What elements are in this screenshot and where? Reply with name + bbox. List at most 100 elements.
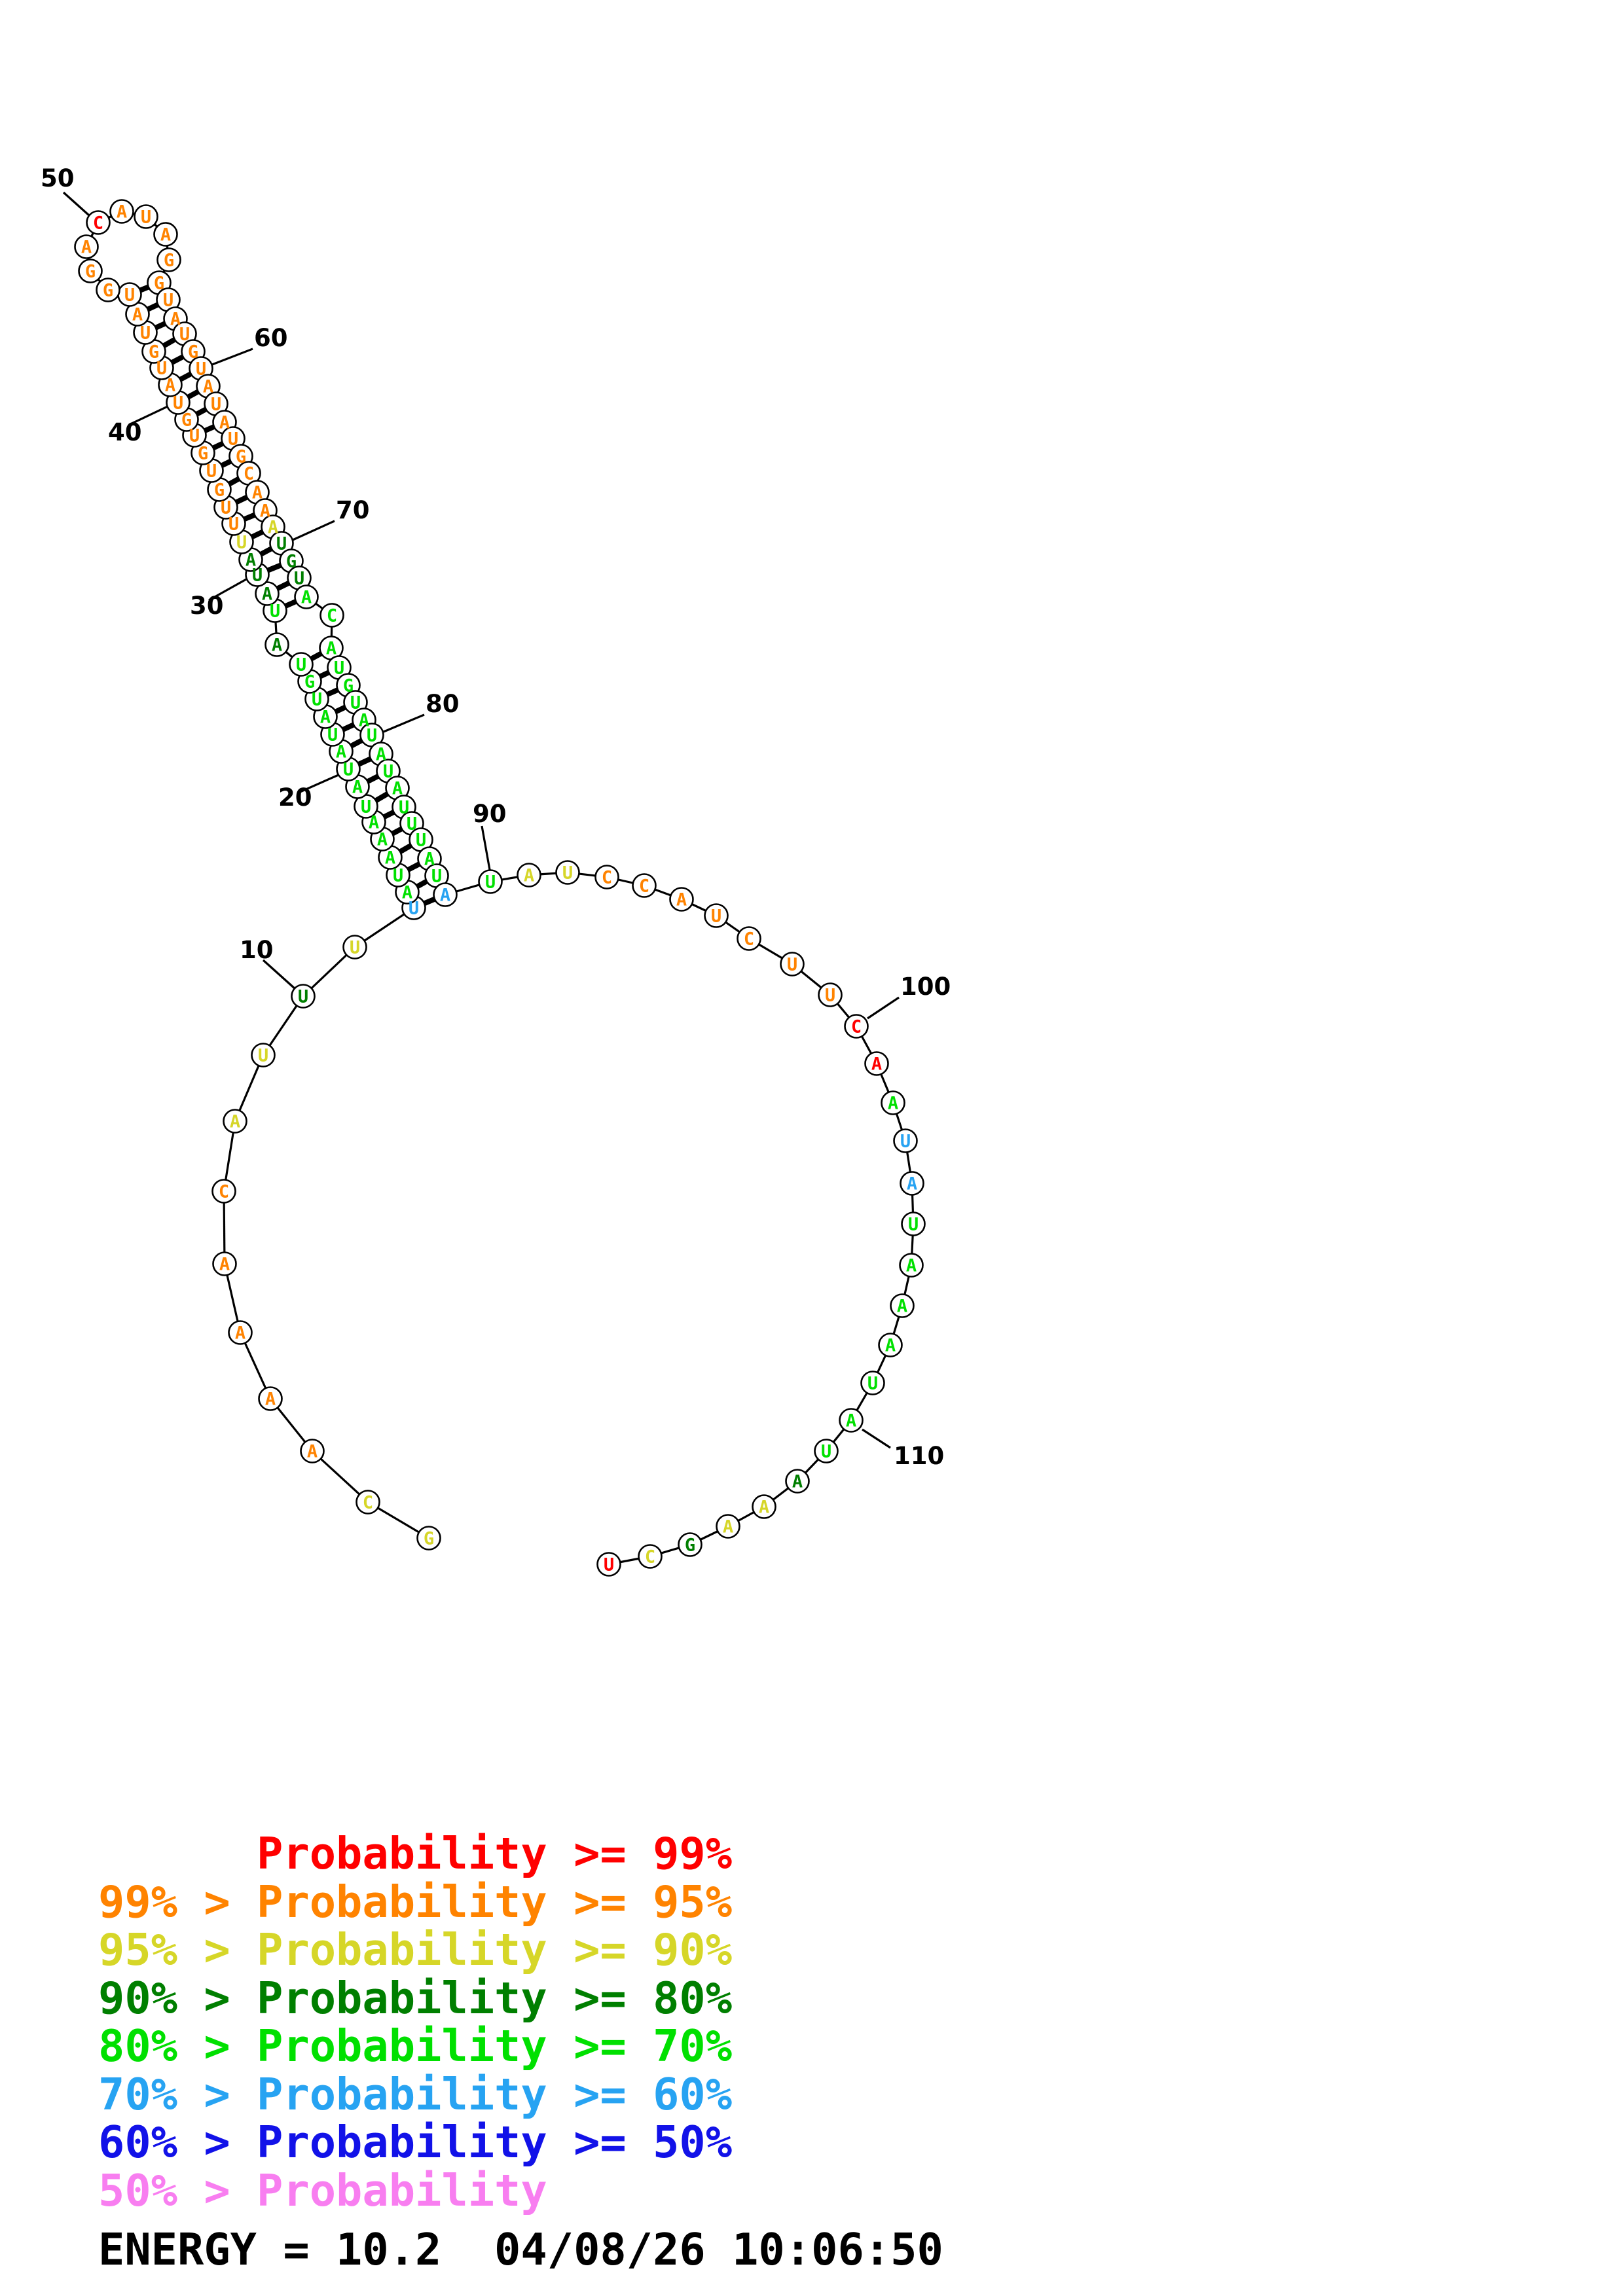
legend-item: 80% > Probability >= 70%: [98, 2020, 733, 2072]
nucleotide-117: [596, 1552, 621, 1577]
nucleotide-114: [716, 1514, 740, 1539]
legend: Probability >= 99% 99% > Probability >= 9…: [98, 1828, 733, 2215]
base-33-U: U: [228, 514, 239, 535]
legend-item: 90% > Probability >= 80%: [98, 1972, 733, 2024]
position-label-100: 100: [900, 973, 951, 1001]
nucleotide-107: [890, 1293, 915, 1318]
base-2-C: C: [363, 1493, 373, 1513]
nucleotide-11: [342, 935, 367, 960]
base-64-U: U: [228, 429, 238, 450]
base-23-A: A: [320, 708, 331, 728]
nucleotide-102: [881, 1090, 905, 1115]
base-82-U: U: [383, 762, 393, 782]
nucleotide-8: [223, 1109, 247, 1134]
nucleotide-6: [212, 1251, 237, 1276]
legend-item: 70% > Probability >= 60%: [98, 2068, 733, 2120]
base-22-U: U: [327, 725, 338, 745]
base-87-A: A: [424, 850, 435, 870]
base-45-A: A: [132, 305, 143, 325]
base-113-A: A: [759, 1498, 769, 1518]
position-label-30: 30: [190, 592, 224, 620]
base-78-U: U: [350, 693, 361, 713]
base-109-U: U: [867, 1374, 878, 1394]
base-52-U: U: [141, 207, 151, 228]
base-15-A: A: [385, 848, 395, 869]
nucleotide-10: [291, 984, 316, 1009]
base-20-U: U: [343, 760, 354, 780]
nucleotide-116: [638, 1544, 663, 1569]
base-89-A: A: [440, 886, 450, 906]
base-24-U: U: [312, 690, 322, 710]
base-104-A: A: [907, 1174, 917, 1194]
base-49-A: A: [81, 238, 92, 258]
legend-item: Probability >= 99%: [98, 1828, 733, 1879]
base-108-A: A: [885, 1336, 896, 1356]
nucleotide-99: [818, 982, 843, 1007]
base-3-A: A: [307, 1442, 318, 1462]
base-60-U: U: [196, 359, 206, 380]
nucleotide-104: [900, 1171, 924, 1196]
position-label-70: 70: [336, 496, 370, 524]
base-17-A: A: [369, 813, 379, 833]
nucleotide-103: [893, 1128, 918, 1153]
base-11-U: U: [350, 938, 360, 958]
nucleotide-92: [555, 860, 580, 885]
nucleotide-74: [319, 603, 344, 628]
nucleotide-100: [844, 1014, 869, 1039]
base-67-A: A: [252, 483, 263, 503]
base-29-A: A: [262, 584, 272, 605]
nucleotide-50: [86, 210, 111, 235]
base-110-A: A: [846, 1411, 856, 1431]
base-37-G: G: [198, 444, 208, 464]
base-68-A: A: [260, 501, 270, 522]
base-55-G: G: [154, 274, 164, 294]
nucleotide-110: [839, 1408, 864, 1433]
legend-item: 60% > Probability >= 50%: [98, 2117, 733, 2168]
base-14-U: U: [393, 866, 403, 886]
base-46-U: U: [124, 285, 135, 306]
position-label-110: 110: [894, 1442, 944, 1470]
nucleotide-115: [678, 1532, 702, 1557]
nucleotide-7: [211, 1179, 236, 1204]
base-94-C: C: [639, 876, 649, 897]
base-99-U: U: [825, 986, 835, 1006]
nucleotide-105: [901, 1211, 926, 1236]
base-79-A: A: [359, 711, 369, 731]
base-31-A: A: [246, 550, 256, 571]
base-30-U: U: [252, 565, 263, 586]
base-96-U: U: [711, 906, 721, 927]
nucleotide-94: [632, 873, 657, 898]
legend-item: 99% > Probability >= 95%: [98, 1876, 733, 1928]
nucleotide-111: [814, 1439, 839, 1463]
nucleotide-93: [594, 865, 619, 889]
base-28-U: U: [270, 601, 280, 622]
position-label-60: 60: [254, 324, 288, 352]
base-47-G: G: [103, 281, 113, 301]
base-18-U: U: [361, 797, 371, 817]
nucleotide-27: [264, 632, 289, 657]
base-112-A: A: [792, 1472, 803, 1492]
nucleotide-95: [669, 887, 694, 912]
nucleotide-circles: [74, 199, 926, 1577]
nucleotide-52: [134, 204, 158, 229]
base-42-U: U: [156, 359, 167, 379]
base-91-A: A: [524, 866, 534, 886]
base-111-U: U: [821, 1442, 831, 1462]
base-44-U: U: [140, 323, 151, 344]
base-58-U: U: [179, 325, 190, 345]
nucleotide-73: [294, 584, 319, 609]
base-72-U: U: [294, 569, 304, 589]
base-12-U: U: [409, 899, 419, 919]
nucleotide-26: [289, 652, 314, 677]
base-35-G: G: [214, 480, 225, 501]
base-5-A: A: [235, 1323, 246, 1344]
base-10-U: U: [298, 987, 308, 1007]
base-13-A: A: [402, 883, 412, 903]
base-103-U: U: [900, 1132, 911, 1152]
nucleotide-9: [251, 1043, 276, 1067]
base-26-U: U: [296, 655, 306, 675]
nucleotide-47: [96, 278, 120, 302]
base-65-G: G: [236, 447, 246, 467]
nucleotide-53: [153, 222, 178, 247]
nucleotide-112: [785, 1469, 810, 1494]
